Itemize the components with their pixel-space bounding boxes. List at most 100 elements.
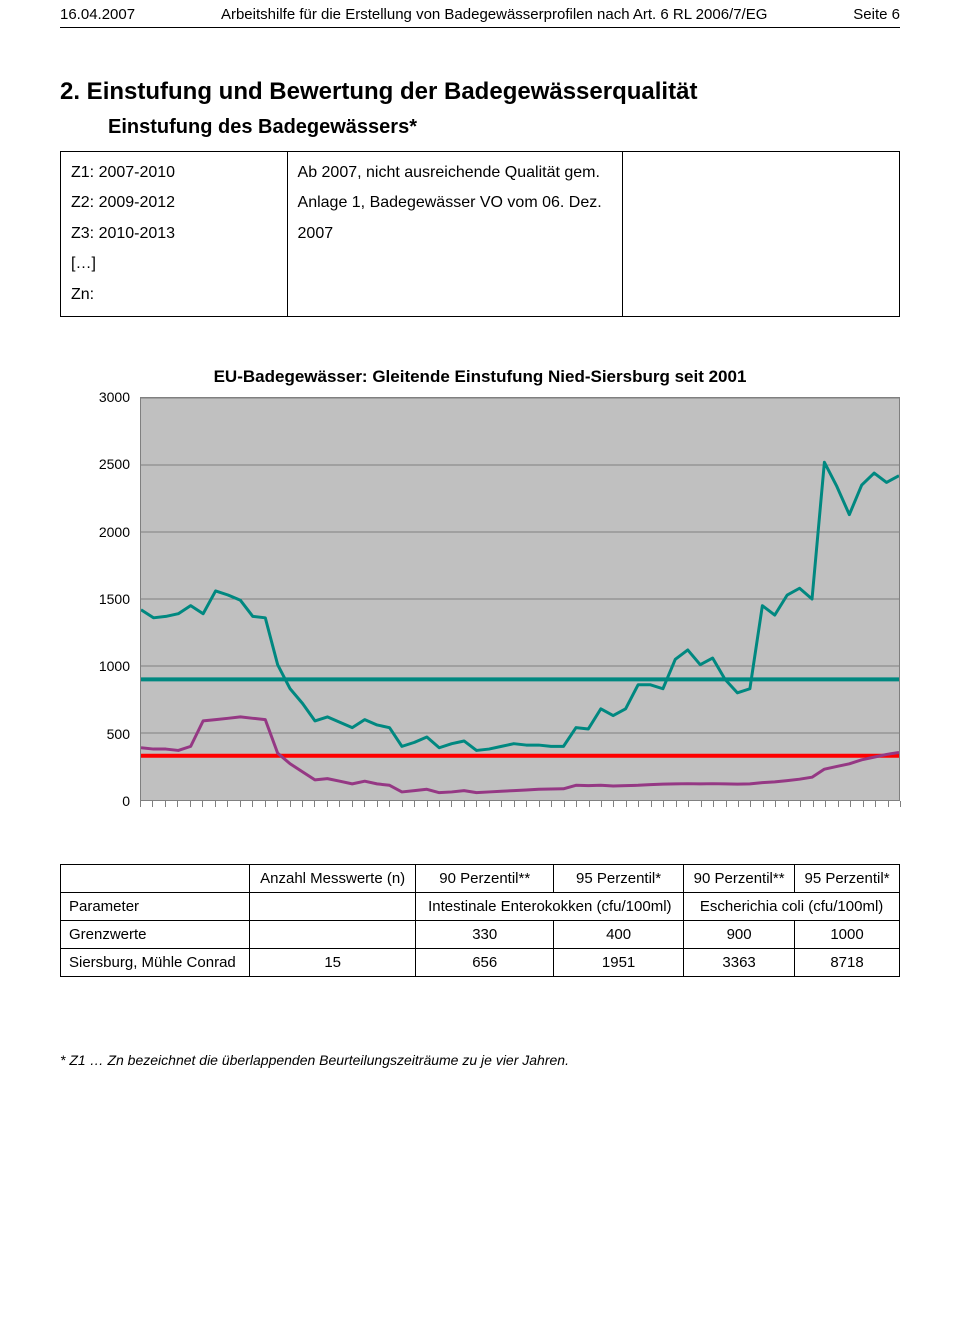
chart-xtick [688, 801, 689, 807]
chart-xtick [190, 801, 191, 807]
header-page: Seite 6 [853, 6, 900, 23]
classification-col3 [623, 152, 900, 317]
classification-line: Zn: [71, 280, 277, 310]
chart-ytick: 500 [107, 726, 130, 742]
chart-plot-frame [140, 397, 900, 809]
page: 16.04.2007 Arbeitshilfe für die Erstellu… [0, 0, 960, 1098]
table-cell: 90 Perzentil** [684, 864, 795, 892]
table-cell: 900 [684, 920, 795, 948]
chart-xtick [713, 801, 714, 807]
chart-xtick [775, 801, 776, 807]
chart-xtick [364, 801, 365, 807]
chart-xtick [800, 801, 801, 807]
table-row: Anzahl Messwerte (n) 90 Perzentil** 95 P… [61, 864, 900, 892]
chart-container: Perzentilwerte f. Einstufung gem. EU-RL … [66, 397, 900, 809]
table-cell: Escherichia coli (cfu/100ml) [684, 892, 900, 920]
chart-xtick [726, 801, 727, 807]
section-title: 2. Einstufung und Bewertung der Badegewä… [60, 78, 900, 106]
chart-xtick [651, 801, 652, 807]
chart-xtick [613, 801, 614, 807]
chart-ytick: 1000 [99, 658, 130, 674]
data-table: Anzahl Messwerte (n) 90 Perzentil** 95 P… [60, 864, 900, 977]
chart-xtick [501, 801, 502, 807]
table-cell: 400 [554, 920, 684, 948]
chart-xtick [215, 801, 216, 807]
chart-title: EU-Badegewässer: Gleitende Einstufung Ni… [60, 367, 900, 387]
chart-xtick [165, 801, 166, 807]
chart-xtick [402, 801, 403, 807]
chart-xtick [888, 801, 889, 807]
chart-xtick [140, 801, 141, 807]
chart-yaxis: 050010001500200025003000 [92, 397, 136, 809]
chart-xtick [451, 801, 452, 807]
chart-xtick [564, 801, 565, 807]
chart-xtick [676, 801, 677, 807]
chart-xtick [788, 801, 789, 807]
table-cell: 330 [416, 920, 554, 948]
chart-xtick [240, 801, 241, 807]
chart-xtick [626, 801, 627, 807]
chart-svg [141, 398, 899, 800]
table-cell: Grenzwerte [61, 920, 250, 948]
chart-xtick [825, 801, 826, 807]
chart-xtick [526, 801, 527, 807]
table-cell: Intestinale Enterokokken (cfu/100ml) [416, 892, 684, 920]
chart-ytick: 0 [122, 793, 130, 809]
chart-ytick: 3000 [99, 389, 130, 405]
chart-xtick [427, 801, 428, 807]
table-cell: 95 Perzentil* [795, 864, 900, 892]
footnote: * Z1 … Zn bezeichnet die überlappenden B… [60, 1052, 900, 1068]
table-cell: 15 [249, 948, 416, 976]
chart-xtick [227, 801, 228, 807]
chart-xtick [302, 801, 303, 807]
chart-ytick: 2500 [99, 456, 130, 472]
table-cell: 95 Perzentil* [554, 864, 684, 892]
chart-xtick [750, 801, 751, 807]
table-cell: 90 Perzentil** [416, 864, 554, 892]
chart-xtick [850, 801, 851, 807]
table-cell: Parameter [61, 892, 250, 920]
chart-xtick [701, 801, 702, 807]
table-cell: 8718 [795, 948, 900, 976]
table-cell [249, 920, 416, 948]
chart-xtick [177, 801, 178, 807]
table-row: Grenzwerte 330 400 900 1000 [61, 920, 900, 948]
chart-xtick [551, 801, 552, 807]
table-row: Siersburg, Mühle Conrad 15 656 1951 3363… [61, 948, 900, 976]
chart-xtick [838, 801, 839, 807]
table-cell: Anzahl Messwerte (n) [249, 864, 416, 892]
table-cell: 3363 [684, 948, 795, 976]
table-cell: 1951 [554, 948, 684, 976]
chart-xtick [489, 801, 490, 807]
chart-xtick [277, 801, 278, 807]
classification-table: Z1: 2007-2010 Z2: 2009-2012 Z3: 2010-201… [60, 151, 900, 317]
classification-line: Z2: 2009-2012 [71, 188, 277, 218]
chart-xtick [389, 801, 390, 807]
classification-line: Z3: 2010-2013 [71, 219, 277, 249]
chart-ylabel-wrap: Perzentilwerte f. Einstufung gem. EU-RL [66, 397, 92, 809]
chart-xtick [738, 801, 739, 807]
chart-xtick [514, 801, 515, 807]
classification-col2: Ab 2007, nicht ausreichende Qualität gem… [287, 152, 623, 317]
chart-xtick [476, 801, 477, 807]
chart-xtick [252, 801, 253, 807]
chart-ytick: 2000 [99, 524, 130, 540]
chart-xtick [327, 801, 328, 807]
table-row: Parameter Intestinale Enterokokken (cfu/… [61, 892, 900, 920]
chart-xtick [377, 801, 378, 807]
chart-xtick [875, 801, 876, 807]
chart-xtick [290, 801, 291, 807]
chart-xtick [638, 801, 639, 807]
chart-xtick [314, 801, 315, 807]
chart-xtick [900, 801, 901, 807]
subsection-title: Einstufung des Badegewässers* [108, 116, 900, 139]
chart-xtick [813, 801, 814, 807]
chart-xtick [589, 801, 590, 807]
chart-ytick: 1500 [99, 591, 130, 607]
page-header: 16.04.2007 Arbeitshilfe für die Erstellu… [60, 0, 900, 28]
chart-xtick [414, 801, 415, 807]
chart-xtick [576, 801, 577, 807]
chart-xtick [663, 801, 664, 807]
chart-xtick-strip [140, 801, 900, 809]
chart-xtick [352, 801, 353, 807]
